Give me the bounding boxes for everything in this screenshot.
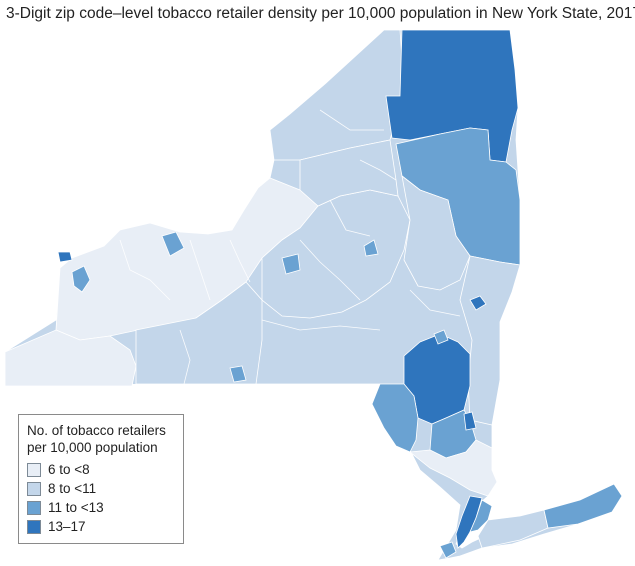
region-elmira-mid [229, 365, 247, 383]
legend-swatch-bin-3 [27, 500, 41, 515]
region-sullivan [371, 383, 419, 453]
zip-boundary-lines [119, 109, 461, 385]
region-north-country [269, 29, 405, 161]
legend-title-line1: No. of tobacco retailers [27, 423, 166, 438]
region-capital-mid [401, 175, 471, 291]
region-westchester [408, 439, 498, 497]
legend-swatch-bin-1 [27, 462, 41, 477]
region-southwest-light [4, 329, 137, 387]
legend-swatch-bin-4 [27, 519, 41, 534]
legend-title: No. of tobacco retailers per 10,000 popu… [27, 422, 175, 456]
legend-label-bin-2: 8 to <11 [48, 481, 97, 496]
legend-label-bin-1: 6 to <8 [48, 462, 90, 477]
region-nassau [477, 509, 549, 549]
region-southern-tier-mid [135, 281, 263, 385]
region-buffalo-mid [71, 265, 91, 293]
legend-item-bin-3: 11 to <13 [27, 498, 175, 517]
region-staten-island [439, 541, 457, 559]
region-schenectady-dark [469, 295, 487, 311]
legend-label-bin-3: 11 to <13 [48, 500, 104, 515]
region-utica-mid [363, 239, 379, 257]
legend-item-bin-1: 6 to <8 [27, 460, 175, 479]
map-legend: No. of tobacco retailers per 10,000 popu… [18, 414, 184, 544]
legend-label-bin-4: 13–17 [48, 519, 86, 534]
region-niagara-dark [57, 251, 73, 263]
region-adirondack-west [299, 139, 399, 207]
region-nyc-dark [455, 495, 483, 549]
legend-item-bin-2: 8 to <11 [27, 479, 175, 498]
region-binghamton-mid [433, 329, 449, 345]
map-title: 3-Digit zip code–level tobacco retailer … [6, 5, 635, 22]
region-rochester-mid [161, 231, 185, 257]
region-putnam-dark [463, 411, 477, 431]
legend-item-bin-4: 13–17 [27, 517, 175, 536]
region-suffolk-east [543, 483, 623, 529]
legend-title-line2: per 10,000 population [27, 440, 158, 455]
legend-swatch-bin-2 [27, 481, 41, 496]
region-central-mid [261, 189, 411, 319]
region-nyc-mid [469, 499, 493, 533]
region-syracuse-mid [281, 253, 301, 275]
